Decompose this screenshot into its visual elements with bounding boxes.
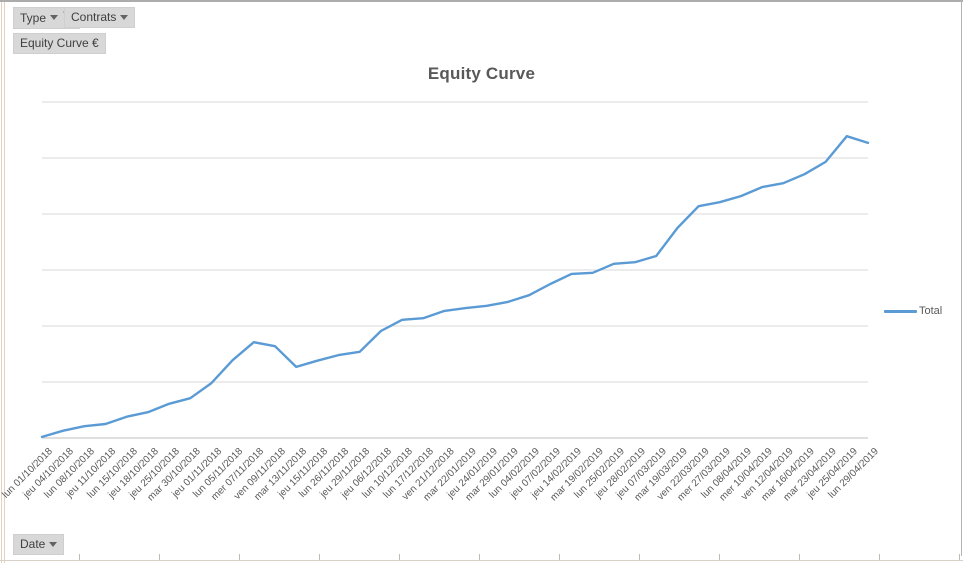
date-field-label: Date (20, 537, 46, 551)
value-field-label: Equity Curve € (20, 36, 99, 50)
chevron-down-icon (120, 14, 129, 20)
chart-border-right (961, 0, 962, 556)
series-line-total[interactable] (40, 134, 870, 439)
worksheet-column-edge (0, 0, 6, 563)
chevron-down-icon (49, 541, 58, 547)
chevron-down-icon (50, 15, 59, 20)
contrats-filter-label: Contrats (71, 10, 117, 24)
chart-border-top (0, 0, 963, 2)
date-axis-field-button[interactable]: Date (13, 534, 65, 555)
chart-title: Equity Curve (427, 64, 536, 83)
legend-line-swatch (884, 309, 917, 313)
value-field-button[interactable]: Equity Curve € (13, 33, 106, 54)
type-filter-label: Type (20, 10, 47, 25)
legend[interactable]: Total (884, 305, 942, 317)
legend-label: Total (919, 305, 943, 317)
contrats-filter-button[interactable]: Contrats (64, 7, 136, 28)
worksheet-row-line (0, 560, 963, 561)
gridlines (42, 101, 868, 439)
worksheet-cell-ticks (0, 554, 963, 560)
